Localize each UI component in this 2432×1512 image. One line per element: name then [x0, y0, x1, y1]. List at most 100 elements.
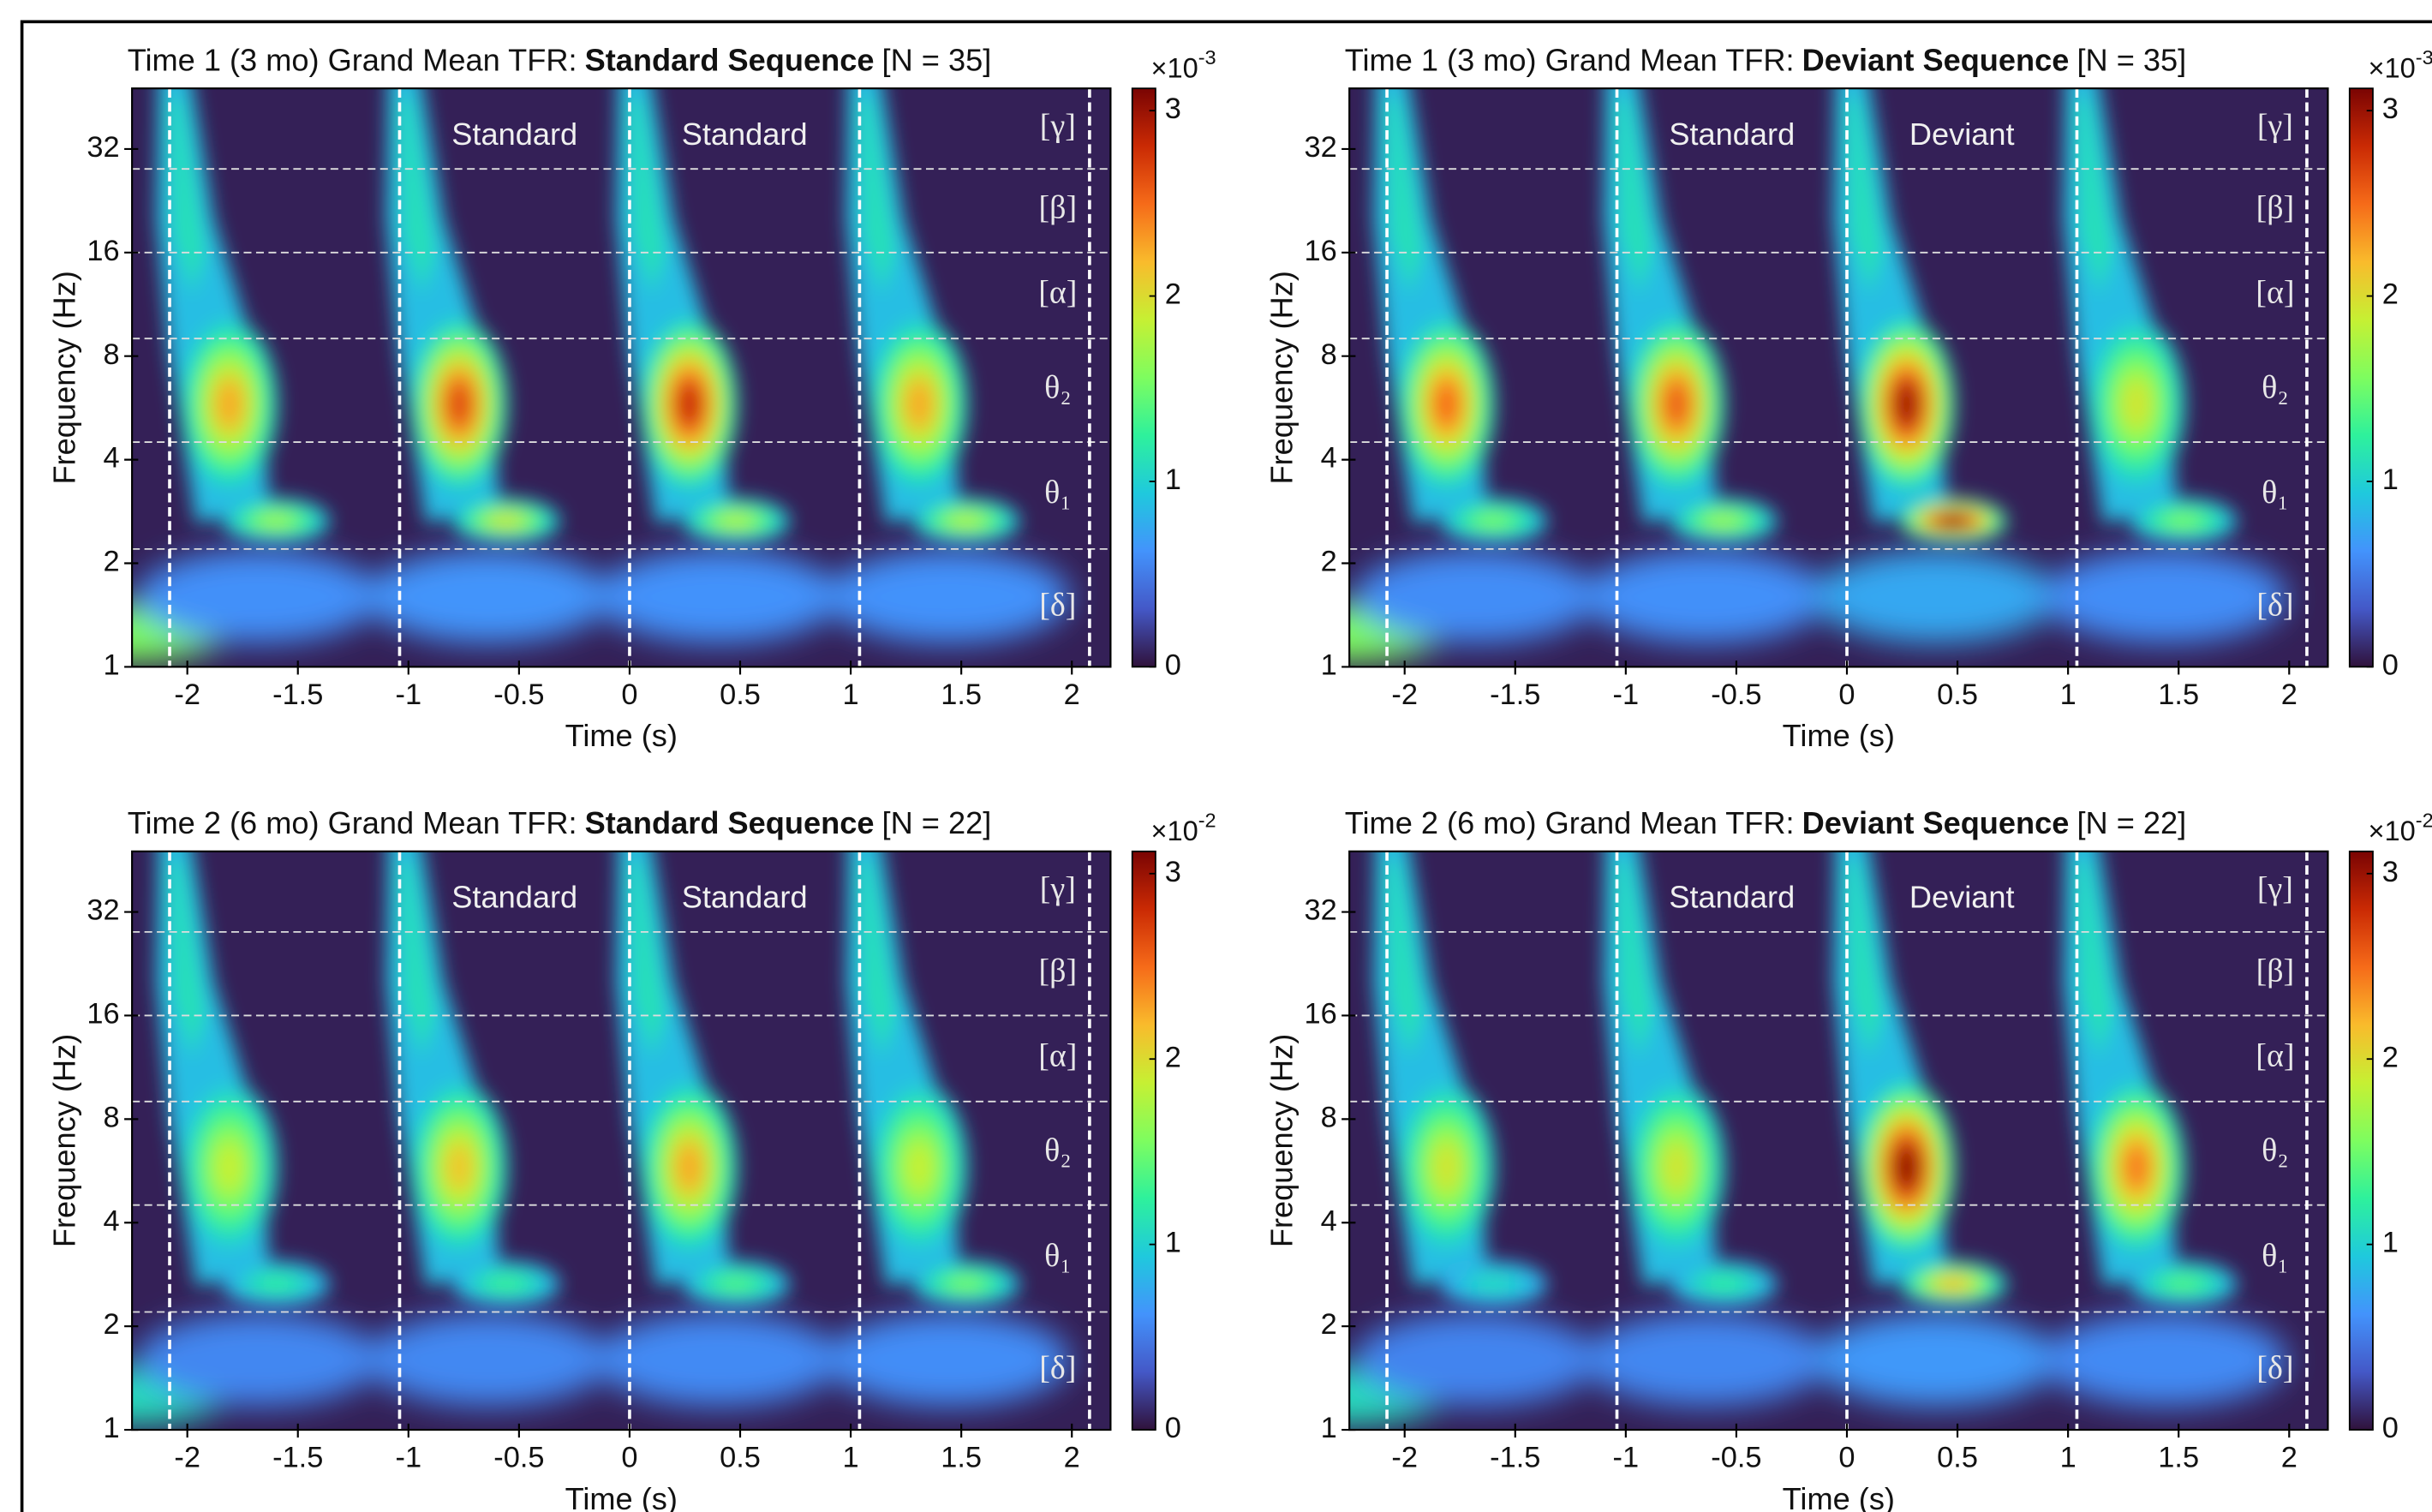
haze — [826, 550, 1070, 643]
colorbar-scale-exponent: -3 — [2416, 46, 2432, 69]
figure-frame — [20, 20, 2432, 1512]
title-part: Deviant Sequence — [1802, 42, 2070, 77]
texture-layer — [156, 851, 1020, 1308]
streak — [1846, 98, 1883, 296]
plot-frame — [1348, 87, 2329, 668]
blob — [906, 1144, 933, 1190]
title-part: Deviant Sequence — [1802, 805, 2070, 840]
colorbar-scale: ×10-3 — [1150, 46, 1216, 83]
haze — [596, 1312, 840, 1407]
band-label: θ₁ — [2262, 475, 2288, 511]
colorbar-tick-label: 3 — [2382, 856, 2399, 888]
streak — [2076, 861, 2112, 1059]
blob — [1937, 1277, 1969, 1292]
colorbar-scale-base: ×10 — [1150, 816, 1198, 846]
streak — [170, 861, 206, 1059]
title-part: Time 1 (3 mo) Grand Mean TFR: — [128, 42, 577, 77]
y-tick-label: 2 — [1321, 546, 1337, 578]
colorbar-tick-label: 1 — [2382, 463, 2399, 496]
blob — [2124, 381, 2150, 427]
x-axis-label: Time (s) — [1783, 718, 1895, 753]
colorbar-scale-base: ×10 — [1150, 52, 1198, 83]
blob — [720, 1277, 752, 1292]
texture-haze — [1349, 1312, 2287, 1425]
band-label: [β] — [1039, 190, 1078, 226]
x-tick-label: 2 — [2281, 1442, 2298, 1474]
x-tick-label: -0.5 — [1711, 678, 1761, 711]
band-label: [α] — [1038, 275, 1077, 311]
band-label: θ₂ — [2262, 1133, 2288, 1168]
haze — [1353, 1312, 1598, 1407]
band-label: [γ] — [1040, 871, 1076, 907]
x-tick-label: 2 — [1064, 678, 1080, 711]
y-tick-label: 16 — [1304, 998, 1336, 1031]
band-label: [γ] — [2257, 871, 2293, 907]
x-tick-label: 1.5 — [2158, 1442, 2199, 1474]
title-part: Standard Sequence — [585, 42, 875, 77]
band-label: [α] — [2256, 1037, 2294, 1073]
band-label: [β] — [2256, 953, 2295, 989]
y-tick-label: 16 — [87, 235, 119, 267]
y-tick-label: 8 — [1321, 1101, 1337, 1133]
streak — [859, 861, 895, 1059]
stimulus-label: Standard — [682, 880, 808, 915]
colorbar-tick-label: 2 — [2382, 1041, 2399, 1073]
y-axis-label: Frequency (Hz) — [1264, 1034, 1300, 1247]
blob — [1664, 1144, 1690, 1190]
title-part: [N = 35] — [2076, 42, 2186, 77]
colorbar — [1131, 850, 1156, 1431]
blob — [489, 514, 522, 529]
colorbar-tick-label: 0 — [1165, 1412, 1181, 1444]
y-tick-label: 2 — [104, 546, 120, 578]
x-tick-label: -1 — [1613, 678, 1640, 711]
streak — [1846, 861, 1883, 1059]
blob — [2166, 514, 2199, 529]
x-tick-label: 1.5 — [941, 678, 982, 711]
y-tick-label: 8 — [104, 338, 120, 371]
y-axis-label: Frequency (Hz) — [1264, 271, 1300, 484]
band-label: [α] — [1038, 1037, 1077, 1073]
heatmap-texture — [1349, 851, 2287, 1425]
y-tick-label: 4 — [104, 442, 120, 475]
blob — [216, 381, 242, 427]
texture-layer — [1373, 88, 2238, 545]
haze — [1583, 1312, 1827, 1407]
x-tick-label: 0 — [621, 1442, 637, 1474]
y-axis-label: Frequency (Hz) — [47, 1034, 82, 1247]
band-label: [α] — [2256, 275, 2294, 311]
blob — [1893, 1144, 1920, 1190]
colorbar-scale-base: ×10 — [2369, 816, 2416, 846]
haze — [366, 550, 610, 643]
y-tick-label: 32 — [87, 131, 119, 164]
heatmap-texture — [1349, 88, 2287, 662]
band-label: [β] — [1039, 953, 1078, 989]
colorbar — [2348, 87, 2374, 668]
y-tick-label: 2 — [1321, 1308, 1337, 1341]
colorbar — [1131, 87, 1156, 668]
y-tick-label: 32 — [87, 894, 119, 927]
x-tick-label: -2 — [174, 1442, 200, 1474]
band-label: [δ] — [2256, 1350, 2293, 1386]
colorbar-tick-label: 1 — [1165, 463, 1181, 496]
blob — [1664, 381, 1690, 427]
band-label: [γ] — [1040, 108, 1076, 144]
x-axis-label: Time (s) — [565, 718, 678, 753]
texture-haze — [132, 1312, 1070, 1425]
y-axis-label: Frequency (Hz) — [47, 271, 82, 484]
x-tick-label: -2 — [1391, 1442, 1418, 1474]
y-tick-label: 32 — [1304, 894, 1336, 927]
stimulus-label: Deviant — [1909, 117, 2015, 152]
colorbar-scale-exponent: -2 — [2416, 810, 2432, 832]
blob — [1433, 381, 1460, 427]
band-label: [δ] — [1039, 1350, 1076, 1386]
y-tick-label: 16 — [87, 998, 119, 1031]
colorbar-scale: ×10-2 — [2369, 810, 2432, 846]
title-part: Standard Sequence — [585, 805, 875, 840]
chart-title: Time 2 (6 mo) Grand Mean TFR: Standard Se… — [128, 805, 992, 840]
haze — [1353, 550, 1598, 643]
x-tick-label: -1 — [396, 678, 422, 711]
